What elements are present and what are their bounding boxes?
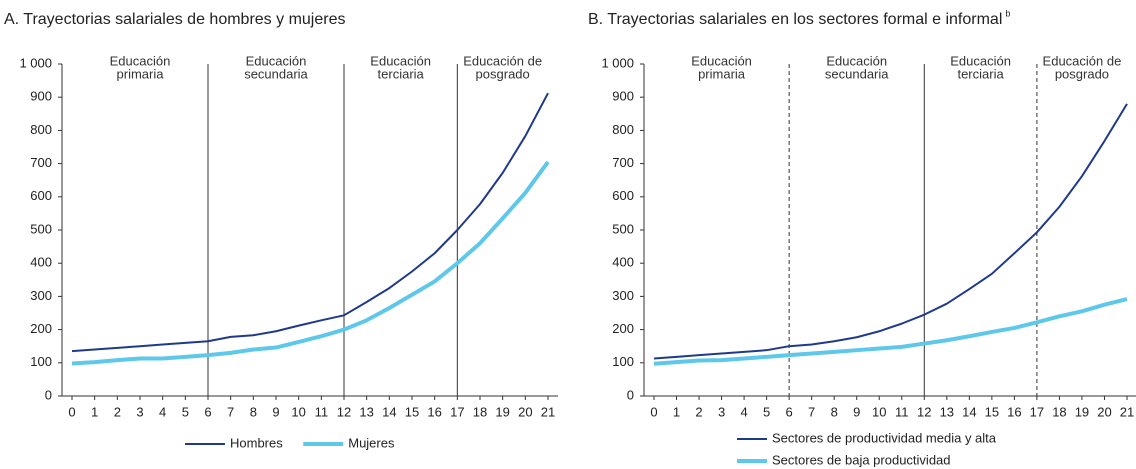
legend-label: Hombres xyxy=(230,435,283,450)
x-tick-label: 1 xyxy=(673,404,680,419)
x-tick-label: 20 xyxy=(1097,404,1111,419)
x-tick-label: 19 xyxy=(495,404,509,419)
x-tick-label: 16 xyxy=(427,404,441,419)
x-tick-label: 11 xyxy=(315,404,329,419)
x-tick-label: 11 xyxy=(895,404,909,419)
y-tick-label: 400 xyxy=(612,255,634,270)
region-label: terciaria xyxy=(378,66,425,81)
region-label: Educación xyxy=(826,53,887,68)
x-tick-label: 18 xyxy=(1052,404,1066,419)
legend-label: Sectores de productividad media y alta xyxy=(772,430,997,445)
y-tick-label: 500 xyxy=(612,221,634,236)
x-tick-label: 18 xyxy=(473,404,487,419)
x-tick-label: 2 xyxy=(114,404,121,419)
x-tick-label: 4 xyxy=(159,404,166,419)
x-tick-label: 21 xyxy=(1120,404,1134,419)
x-tick-label: 9 xyxy=(853,404,860,419)
y-tick-label: 500 xyxy=(30,221,52,236)
x-tick-label: 10 xyxy=(291,404,305,419)
y-tick-label: 600 xyxy=(30,188,52,203)
x-tick-label: 9 xyxy=(272,404,279,419)
region-label: Educación xyxy=(691,53,752,68)
x-tick-label: 8 xyxy=(831,404,838,419)
x-tick-label: 19 xyxy=(1075,404,1089,419)
y-tick-label: 1 000 xyxy=(601,55,634,70)
series-line xyxy=(71,160,550,366)
x-tick-label: 21 xyxy=(541,404,555,419)
x-tick-label: 10 xyxy=(872,404,886,419)
x-tick-label: 20 xyxy=(518,404,532,419)
region-label: Educación de xyxy=(463,53,542,68)
chart-title: A. Trayectorias salariales de hombres y … xyxy=(4,11,345,28)
region-label: primaria xyxy=(117,66,165,81)
region-label: secundaria xyxy=(244,66,308,81)
y-tick-label: 800 xyxy=(612,122,634,137)
chart-title: B. Trayectorias salariales en los sector… xyxy=(588,11,1002,28)
y-tick-label: 800 xyxy=(30,122,52,137)
x-tick-label: 14 xyxy=(382,404,396,419)
x-tick-label: 12 xyxy=(917,404,931,419)
y-tick-label: 0 xyxy=(45,387,52,402)
x-tick-label: 6 xyxy=(204,404,211,419)
x-tick-label: 5 xyxy=(763,404,770,419)
y-tick-label: 200 xyxy=(30,321,52,336)
x-tick-label: 7 xyxy=(227,404,234,419)
x-tick-label: 13 xyxy=(359,404,373,419)
x-tick-label: 2 xyxy=(695,404,702,419)
x-tick-label: 17 xyxy=(1030,404,1044,419)
x-tick-label: 6 xyxy=(786,404,793,419)
region-label: posgrado xyxy=(1055,66,1109,81)
x-tick-label: 1 xyxy=(91,404,98,419)
x-tick-label: 8 xyxy=(250,404,257,419)
y-tick-label: 900 xyxy=(612,89,634,104)
title-note: b xyxy=(1005,8,1010,18)
x-tick-label: 12 xyxy=(337,404,351,419)
region-label: posgrado xyxy=(476,66,530,81)
legend-label: Mujeres xyxy=(348,435,395,450)
y-tick-label: 0 xyxy=(627,387,634,402)
y-tick-label: 600 xyxy=(612,188,634,203)
x-tick-label: 15 xyxy=(985,404,999,419)
x-tick-label: 7 xyxy=(808,404,815,419)
y-tick-label: 700 xyxy=(30,155,52,170)
y-tick-label: 300 xyxy=(612,288,634,303)
x-tick-label: 3 xyxy=(136,404,143,419)
series-line xyxy=(653,297,1128,366)
x-tick-label: 0 xyxy=(68,404,75,419)
y-tick-label: 700 xyxy=(612,155,634,170)
series-line xyxy=(71,92,549,353)
series-line xyxy=(653,103,1128,360)
y-tick-label: 900 xyxy=(30,89,52,104)
region-label: Educación xyxy=(246,53,307,68)
region-label: Educación xyxy=(370,53,431,68)
x-tick-label: 0 xyxy=(650,404,657,419)
y-tick-label: 100 xyxy=(612,354,634,369)
legend-label: Sectores de baja productividad xyxy=(772,452,951,467)
y-tick-label: 100 xyxy=(30,354,52,369)
y-tick-label: 200 xyxy=(612,321,634,336)
region-label: Educación xyxy=(950,53,1011,68)
region-label: Educación de xyxy=(1043,53,1122,68)
x-tick-label: 5 xyxy=(182,404,189,419)
y-tick-label: 1 000 xyxy=(19,55,52,70)
x-tick-label: 15 xyxy=(405,404,419,419)
x-tick-label: 14 xyxy=(962,404,976,419)
x-tick-label: 17 xyxy=(450,404,464,419)
region-label: Educación xyxy=(110,53,171,68)
y-tick-label: 300 xyxy=(30,288,52,303)
region-label: secundaria xyxy=(825,66,889,81)
x-tick-label: 13 xyxy=(940,404,954,419)
x-tick-label: 3 xyxy=(718,404,725,419)
region-label: terciaria xyxy=(957,66,1004,81)
x-tick-label: 16 xyxy=(1007,404,1021,419)
y-tick-label: 400 xyxy=(30,255,52,270)
region-label: primaria xyxy=(698,66,746,81)
x-tick-label: 4 xyxy=(740,404,747,419)
